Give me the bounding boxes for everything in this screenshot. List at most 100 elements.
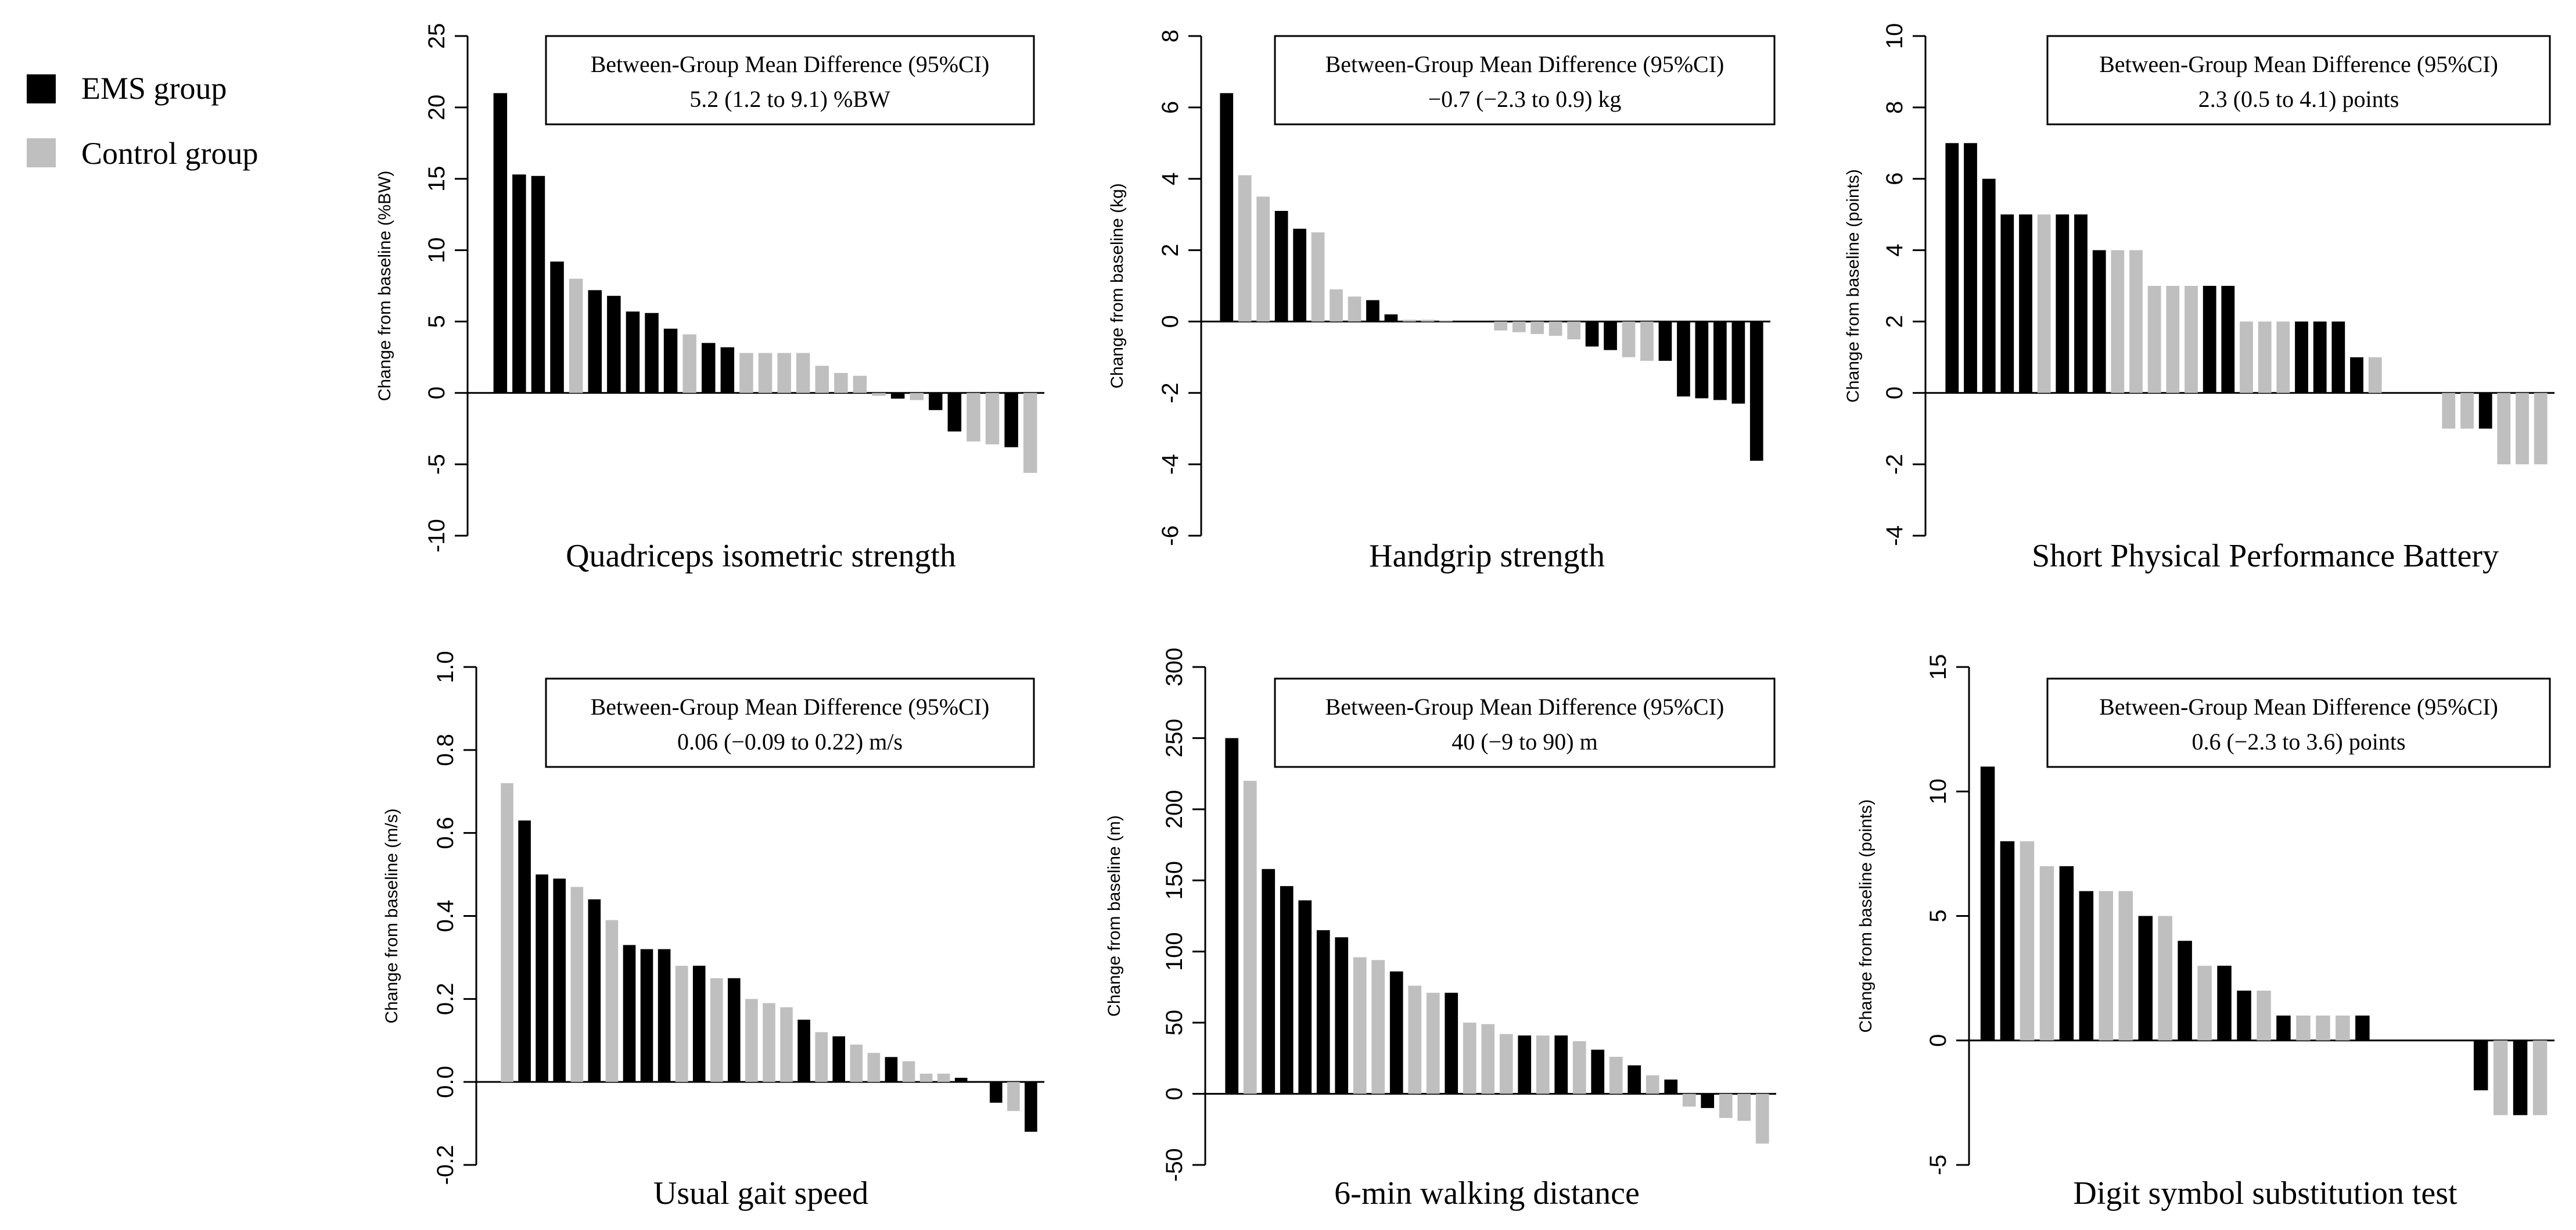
bar-control [1023,393,1037,473]
bar-control [2099,891,2113,1041]
bar-ems [2473,1040,2488,1091]
y-tick-label: 200 [1162,790,1187,829]
bar-control [1737,1093,1751,1121]
bar-control [2118,891,2133,1041]
bar-ems [1749,321,1763,461]
y-tick-label: 0 [1925,1034,1951,1047]
bar-control [1549,321,1562,336]
bar-ems [1293,228,1306,322]
bar-ems [1274,211,1288,322]
bar-control [2197,966,2212,1041]
bar-control [1371,960,1385,1094]
bar-ems [623,945,636,1082]
bar-ems [2079,891,2094,1041]
bar-ems [1627,1065,1641,1094]
annotation-line-1: Between-Group Mean Difference (95%CI) [2099,694,2498,720]
bar-control [777,353,791,393]
bar-control [937,1073,950,1082]
bar-ems [588,899,601,1082]
chart-title: Digit symbol substitution test [2073,1175,2458,1211]
bar-control [1572,1041,1586,1094]
bar-control [1238,175,1252,322]
y-axis-label: Change from baseline (m/s) [382,808,401,1023]
bar-control [1530,321,1544,334]
bar-ems [1025,1082,1037,1132]
bar-control [2257,991,2271,1041]
bar-ems [1677,321,1690,397]
annotation-line-1: Between-Group Mean Difference (95%CI) [591,51,990,77]
y-tick-label: 5 [1925,909,1951,922]
bar-ems [588,290,602,393]
bar-control [2460,393,2474,429]
bar-control [2240,321,2253,393]
y-tick-label: 0 [1158,315,1183,328]
bar-control [2532,1040,2548,1116]
bar-ems [2056,214,2070,393]
y-tick-label: 0 [1162,1087,1187,1100]
bar-ems [947,393,962,432]
annotation-box [1274,677,1776,768]
bar-control [2534,393,2548,465]
y-tick-label: 25 [424,23,450,49]
y-tick-label: 250 [1162,719,1187,758]
y-axis-label: Change from baseline (%BW) [375,171,394,401]
bar-ems [720,347,735,393]
y-tick-label: -50 [1162,1148,1187,1182]
y-tick-label: 4 [1882,243,1907,256]
bar-ems [692,966,706,1082]
legend-label-control: Control group [81,136,258,171]
bar-control [2185,286,2198,393]
bar-control [1567,321,1580,340]
y-tick-label: 10 [1882,23,1907,49]
bar-ems [2000,214,2014,393]
bar-ems [1389,971,1403,1094]
bar-control [2516,393,2529,465]
bar-control [2147,286,2161,393]
y-tick-label: 20 [424,95,450,121]
y-tick-label: 0.2 [433,983,458,1016]
bar-ems [702,343,716,393]
annotation-box [2046,677,2551,768]
bar-ems [536,874,548,1082]
bar-ems [1298,900,1312,1094]
bar-ems [1701,1093,1715,1109]
bar-control [2296,1015,2311,1041]
bar-ems [2217,966,2232,1041]
annotation-line-1: Between-Group Mean Difference (95%CI) [1325,694,1724,720]
bar-ems [2074,214,2088,393]
bar-control [675,966,688,1082]
y-tick-label: 2 [1882,315,1907,328]
annotation-line-2: 2.3 (0.5 to 4.1) points [2198,86,2399,112]
y-tick-label: 1.0 [433,651,458,683]
y-tick-label: 8 [1882,101,1907,114]
y-tick-label: 0.6 [433,817,458,849]
y-tick-label: 6 [1882,173,1907,185]
y-tick-label: -4 [1882,525,1907,546]
y-tick-label: 10 [1925,779,1951,805]
bar-control [2020,841,2035,1041]
y-tick-label: -4 [1158,454,1183,475]
bar-ems [626,311,640,393]
bar-ems [1384,314,1398,322]
bar-control [1609,1056,1623,1094]
y-axis-label: Change from baseline (points) [1844,169,1863,403]
legend-swatch-control [27,138,56,167]
bar-control [1463,1023,1476,1094]
bar-ems [2295,321,2308,393]
bar-control [2493,1040,2508,1116]
y-tick-label: 0.4 [433,900,458,933]
bar-ems [2331,321,2345,393]
bar-ems [1664,1080,1678,1094]
y-tick-label: 15 [1925,654,1951,680]
annotation-line-2: −0.7 (−2.3 to 0.9) kg [1428,86,1622,112]
bar-ems [640,949,653,1082]
y-tick-label: -5 [424,454,450,475]
bar-control [745,999,758,1082]
chart-panel-6: -5 0 5 10 15 Change from baseline (points) Bet… [1856,654,2555,1211]
bar-ems [832,1036,845,1082]
annotation-line-2: 0.06 (−0.09 to 0.22) m/s [677,729,903,755]
annotation-line-1: Between-Group Mean Difference (95%CI) [591,694,990,720]
bar-control [1353,957,1367,1094]
bar-control [1622,321,1636,357]
